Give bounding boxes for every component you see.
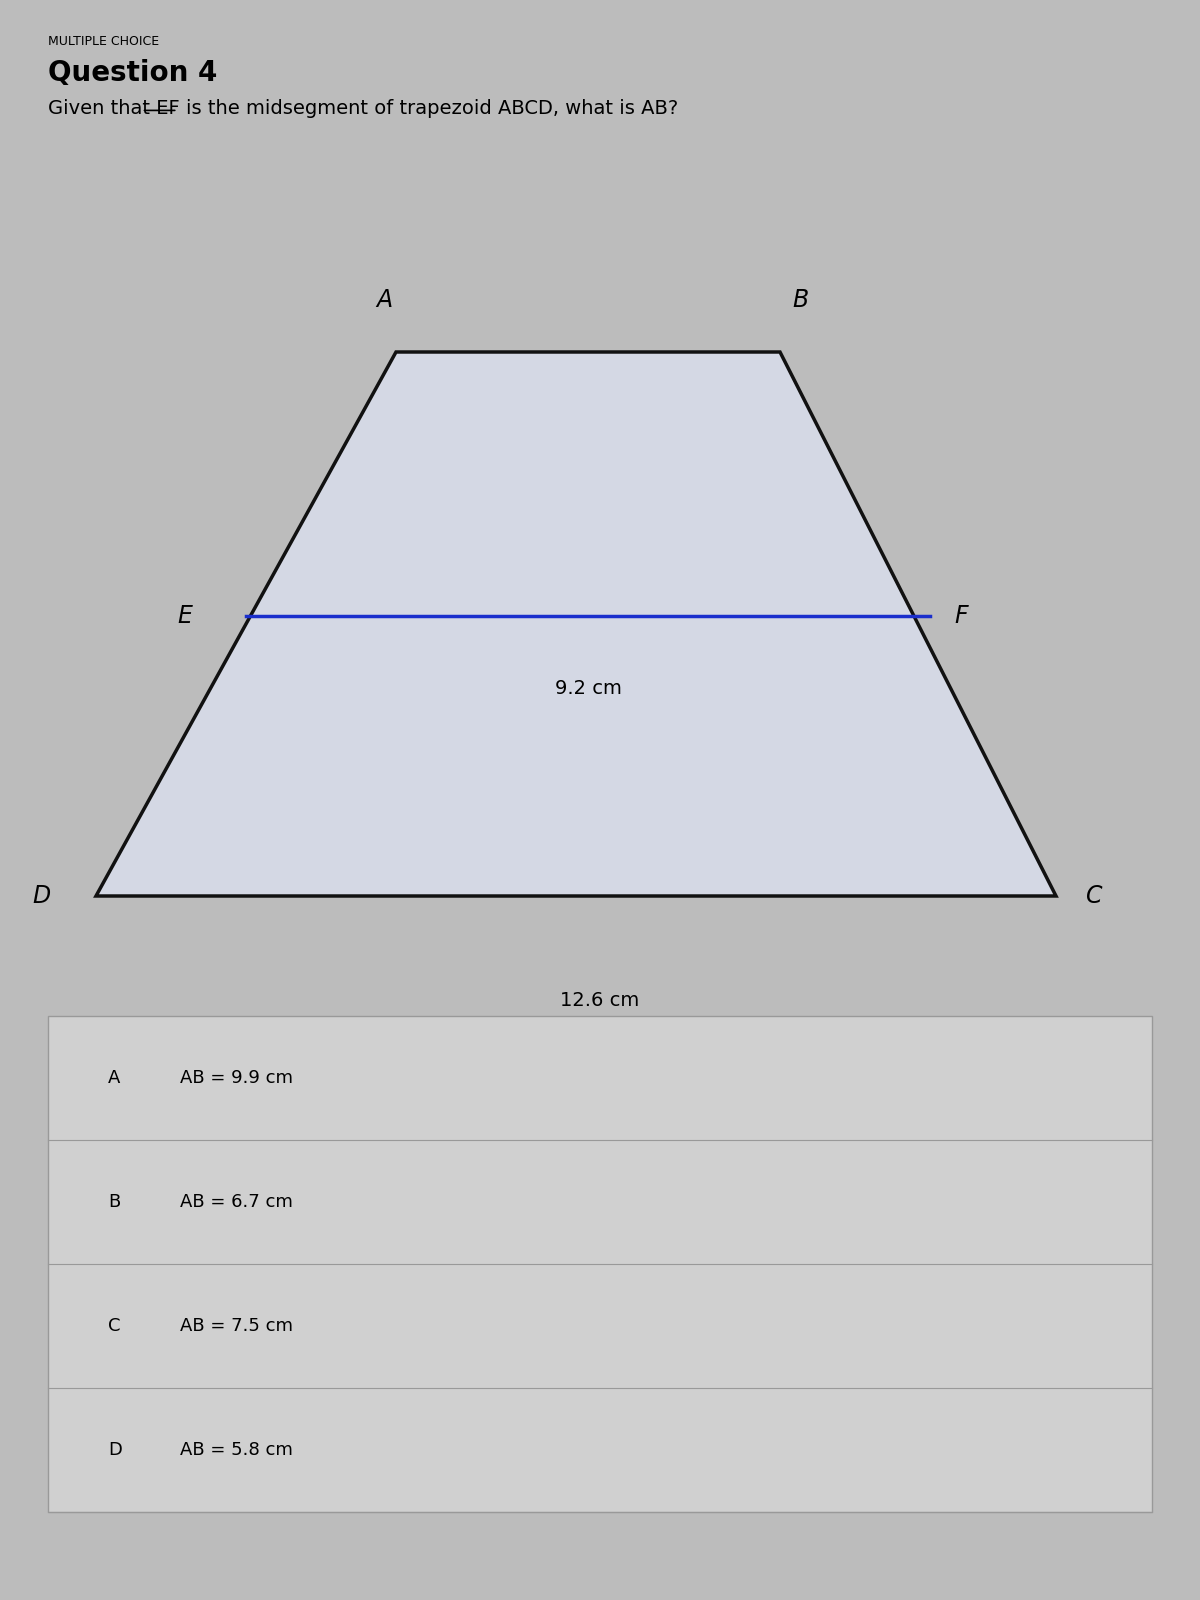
Text: E: E: [178, 603, 192, 627]
Text: A: A: [376, 288, 392, 312]
Text: 9.2 cm: 9.2 cm: [554, 678, 622, 698]
Text: AB = 5.8 cm: AB = 5.8 cm: [180, 1442, 293, 1459]
Text: Question 4: Question 4: [48, 59, 217, 86]
Text: MULTIPLE CHOICE: MULTIPLE CHOICE: [48, 35, 160, 48]
Text: AB = 6.7 cm: AB = 6.7 cm: [180, 1194, 293, 1211]
Text: C: C: [108, 1317, 120, 1334]
Polygon shape: [96, 352, 1056, 896]
Text: A: A: [108, 1069, 120, 1086]
Text: D: D: [32, 883, 50, 909]
Text: B: B: [108, 1194, 120, 1211]
Text: AB = 9.9 cm: AB = 9.9 cm: [180, 1069, 293, 1086]
Text: F: F: [954, 603, 967, 627]
Text: C: C: [1086, 883, 1103, 909]
Text: AB = 7.5 cm: AB = 7.5 cm: [180, 1317, 293, 1334]
FancyBboxPatch shape: [48, 1016, 1152, 1512]
Text: D: D: [108, 1442, 122, 1459]
Text: 12.6 cm: 12.6 cm: [560, 990, 640, 1010]
Text: B: B: [792, 288, 809, 312]
Text: Given that EF is the midsegment of trapezoid ABCD, what is AB?: Given that EF is the midsegment of trape…: [48, 99, 678, 118]
